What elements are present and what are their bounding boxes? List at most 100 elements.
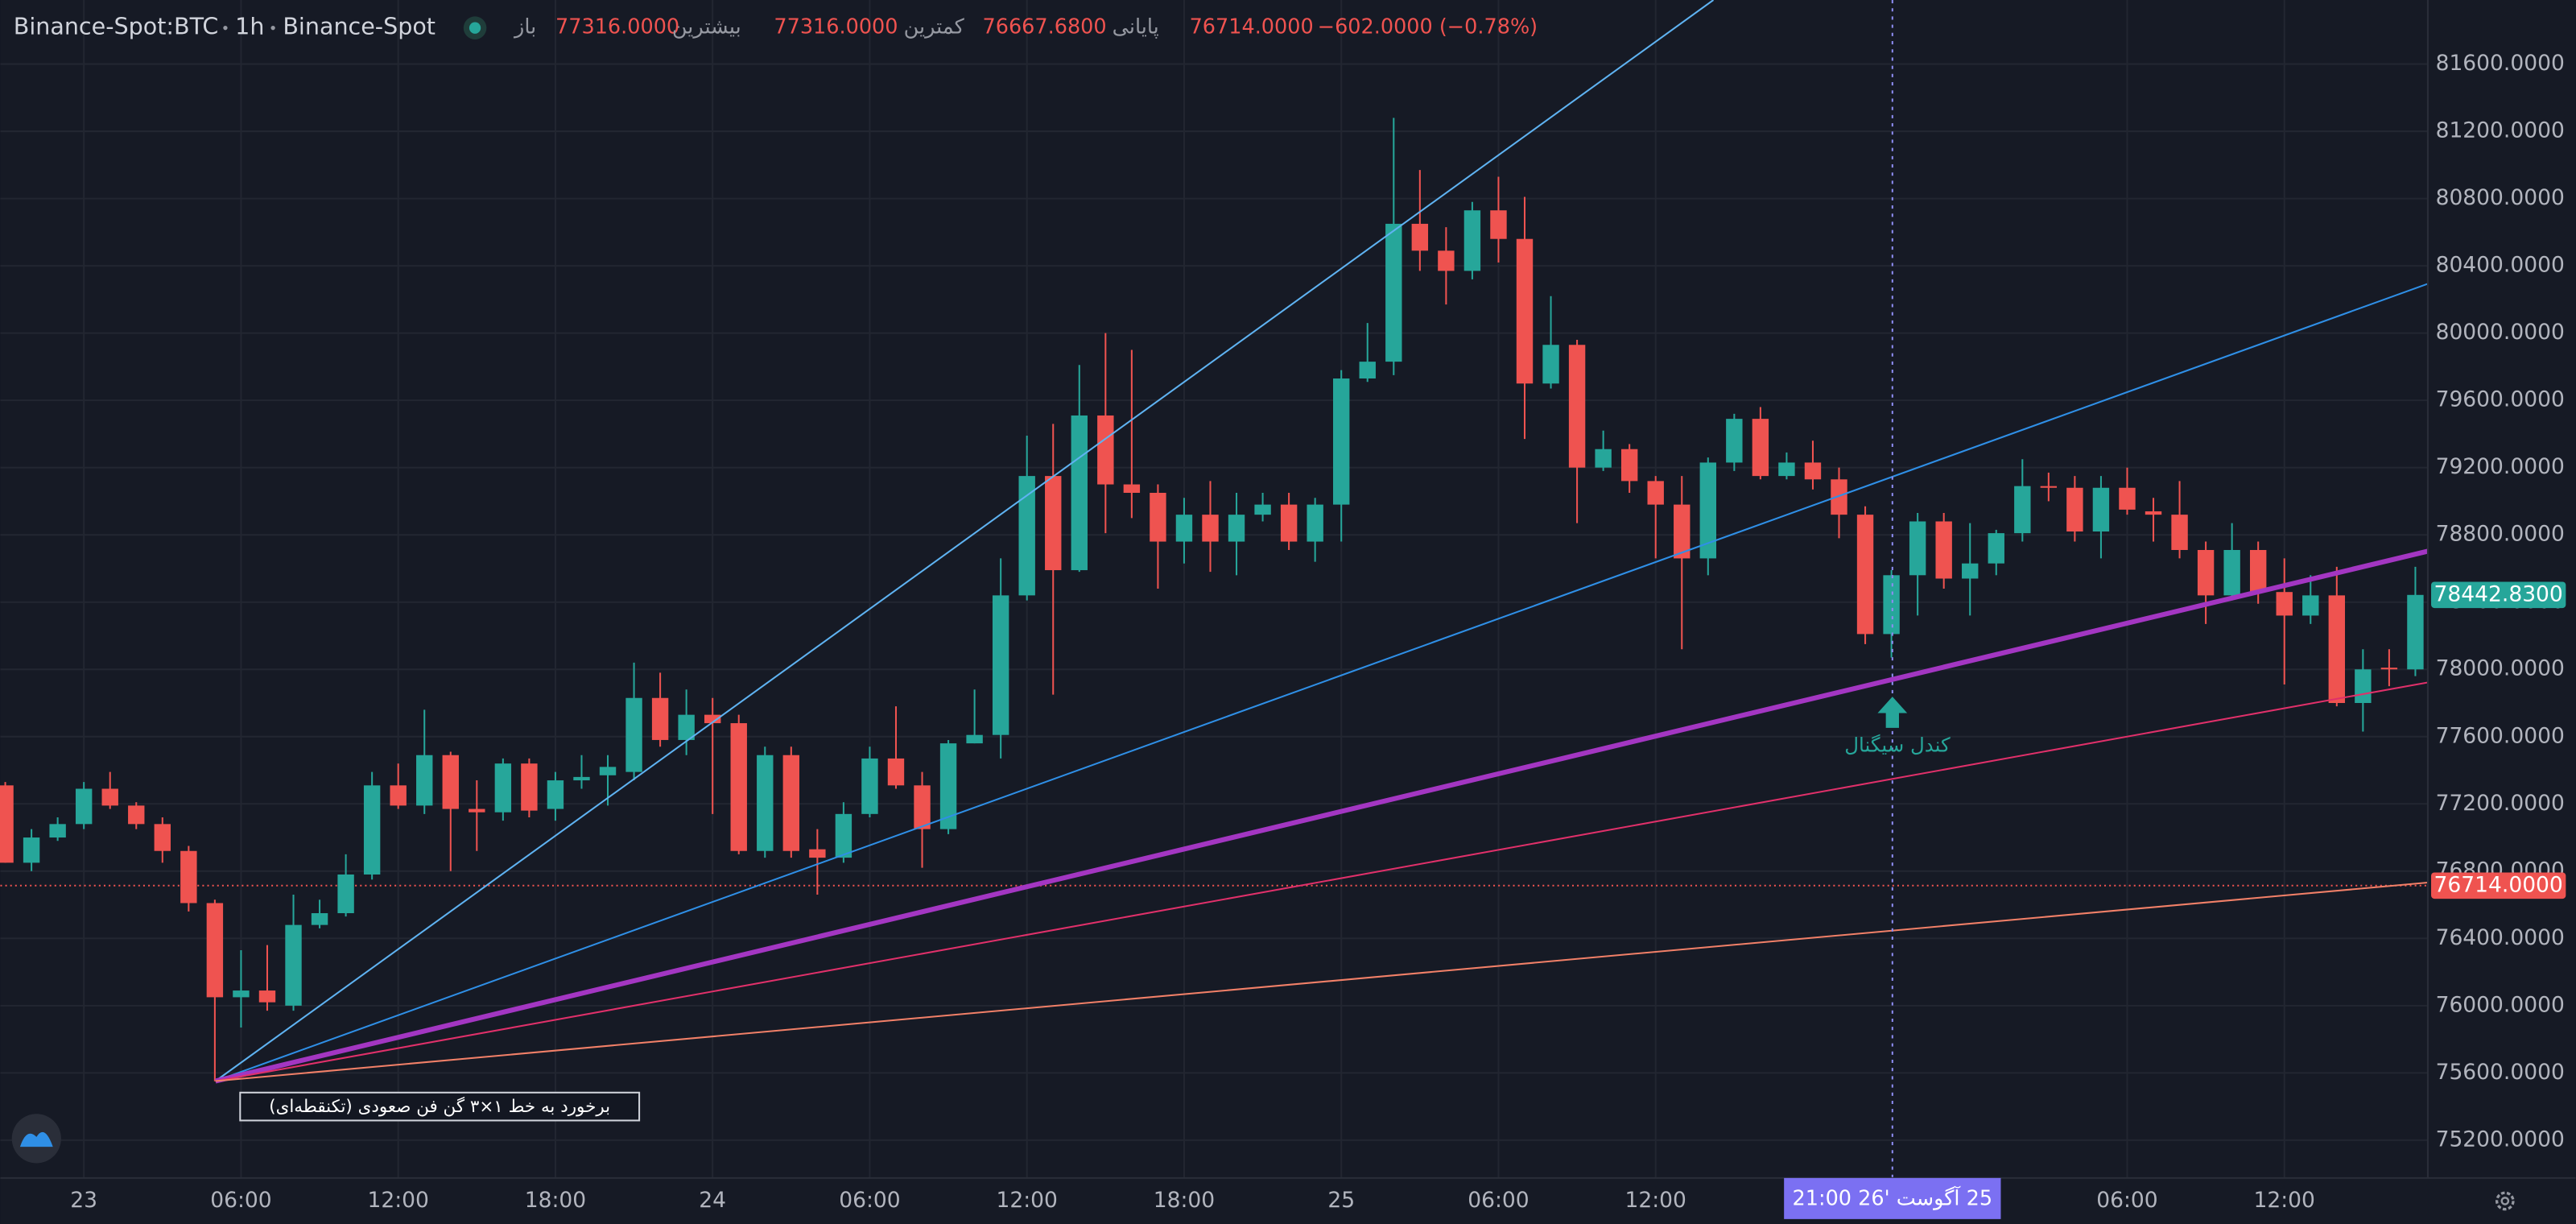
signal-label: کندل سیگنال <box>1844 733 1951 756</box>
x-tick-label: 18:00 <box>525 1188 586 1213</box>
logo-mark[interactable] <box>19 1131 53 1148</box>
y-tick-label: 79600.0000 <box>2436 387 2565 412</box>
legend-value: 76714.0000 <box>1190 15 1314 39</box>
candles <box>0 118 2424 1081</box>
crosshair-time: 25 آگوست '26 21:00 <box>1793 1185 1993 1210</box>
candle-body <box>1307 504 1323 542</box>
candle-body <box>2276 592 2293 616</box>
candle-body <box>494 763 512 813</box>
candle-body <box>678 714 695 740</box>
candle-body <box>521 763 538 811</box>
separator <box>270 26 275 31</box>
crosshair-time-box <box>1784 1177 2001 1219</box>
logo[interactable] <box>11 1114 61 1164</box>
candle-body <box>1018 476 1035 596</box>
price-label: 76714.0000 <box>2434 872 2563 897</box>
candle-body <box>861 758 878 814</box>
x-tick-label: 12:00 <box>1625 1188 1686 1213</box>
candle-body <box>1228 515 1245 542</box>
y-tick-label: 80400.0000 <box>2436 253 2565 278</box>
y-tick-label: 75200.0000 <box>2436 1127 2565 1152</box>
candle-body <box>651 697 669 740</box>
candle-body <box>1150 493 1166 542</box>
candle-body <box>0 785 14 863</box>
candle-body <box>23 837 40 863</box>
x-tick-label: 06:00 <box>2096 1188 2157 1213</box>
y-tick-label: 77200.0000 <box>2436 791 2565 816</box>
settings-icon[interactable] <box>2496 1191 2515 1211</box>
legend-value: 77316.0000 <box>555 15 679 39</box>
annotation-label: برخورد به خط ۱×۳ گن فن صعودی (تکنقطه‌ای) <box>269 1096 610 1117</box>
candle-body <box>49 824 66 838</box>
candle-body <box>1490 210 1507 239</box>
legend-value: 77316.0000 <box>774 15 898 39</box>
candle-body <box>1935 521 1952 579</box>
candle-body <box>1333 378 1350 505</box>
candle-body <box>2380 668 2398 670</box>
candle-body <box>1988 533 2004 564</box>
fan-line <box>214 548 2432 1084</box>
candle-body <box>2119 487 2136 510</box>
candle-body <box>416 755 433 806</box>
candle-body <box>1438 250 1455 271</box>
x-tick-label: 06:00 <box>839 1188 900 1213</box>
candle-body <box>573 776 590 781</box>
settings-icon-hub[interactable] <box>2500 1197 2510 1205</box>
candle-body <box>2249 549 2267 593</box>
candle-body <box>1516 238 1534 384</box>
y-tick-label: 79200.0000 <box>2436 454 2565 479</box>
candle-body <box>2223 549 2240 596</box>
candle-body <box>599 767 617 775</box>
fan-line <box>215 881 2432 1082</box>
fan-line <box>215 0 1715 1082</box>
legend-label: بیشترین <box>672 15 741 39</box>
y-tick-label: 80000.0000 <box>2436 320 2565 345</box>
candle-body <box>2197 549 2215 596</box>
settings[interactable] <box>2496 1191 2515 1211</box>
y-tick-label: 76000.0000 <box>2436 992 2565 1017</box>
legend-label: کمترین <box>904 15 965 39</box>
candle-body <box>75 788 93 825</box>
candle-body <box>1097 415 1114 485</box>
y-tick-label: 78000.0000 <box>2436 656 2565 681</box>
candle-body <box>782 755 800 851</box>
candle-body <box>1883 575 1900 635</box>
candle-body <box>730 723 747 851</box>
candle-body <box>1202 515 1219 542</box>
candle-body <box>1071 415 1088 571</box>
candle-body <box>311 913 328 925</box>
candle-body <box>992 595 1009 735</box>
candle-body <box>1909 521 1926 576</box>
candle-body <box>154 824 171 851</box>
candle-body <box>1254 504 1271 515</box>
candle-body <box>1542 345 1559 384</box>
candle-body <box>939 743 957 829</box>
x-tick-label: 12:00 <box>996 1188 1057 1213</box>
signal-arrow <box>1877 697 1908 728</box>
candle-body <box>2355 669 2372 704</box>
legend-label: پایانی <box>1113 15 1159 39</box>
status-dot <box>469 22 481 34</box>
candle-body <box>1175 515 1193 542</box>
candle-body <box>1804 462 1822 480</box>
exchange: Binance-Spot <box>283 13 436 40</box>
annotation-box <box>239 1091 641 1122</box>
x-tick-label: 12:00 <box>367 1188 428 1213</box>
candle-body <box>547 780 564 809</box>
candle-body <box>1385 223 1402 362</box>
candle-body <box>966 734 983 744</box>
separator <box>223 26 228 31</box>
candle-body <box>1674 504 1690 559</box>
candle-body <box>1831 479 1847 515</box>
candle-body <box>180 850 197 904</box>
x-tick-label: 12:00 <box>2254 1188 2315 1213</box>
x-tick-label: 06:00 <box>1468 1188 1529 1213</box>
candle-body <box>2066 487 2083 532</box>
candle-body <box>285 924 302 1006</box>
candle-body <box>1359 362 1376 379</box>
candle-body <box>2302 595 2319 616</box>
candle-body <box>704 714 721 724</box>
y-tick-label: 81600.0000 <box>2436 51 2565 76</box>
x-tick-label: 25 <box>1327 1188 1355 1213</box>
